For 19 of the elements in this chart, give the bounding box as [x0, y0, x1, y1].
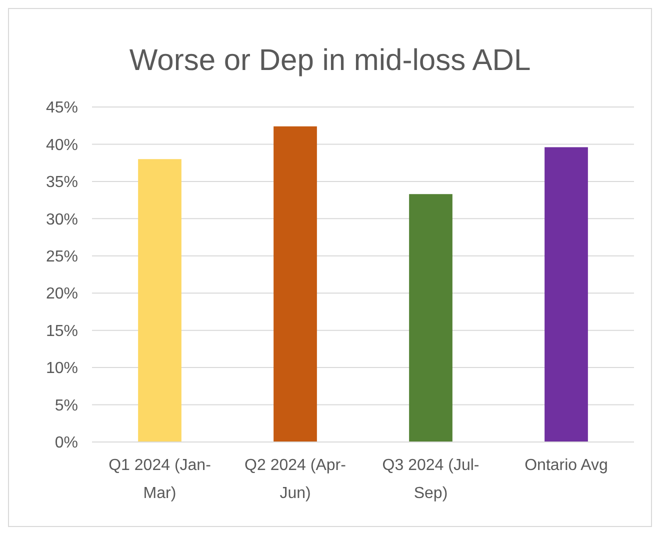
y-tick-label: 40% — [46, 136, 78, 154]
bar — [544, 147, 588, 442]
bar — [409, 194, 452, 442]
x-tick-label: Q1 2024 (Jan-Mar) — [108, 457, 211, 502]
chart-title: Worse or Dep in mid-loss ADL — [129, 44, 531, 77]
y-tick-label: 30% — [46, 211, 78, 228]
y-tick-label: 25% — [46, 248, 78, 266]
y-tick-label: 10% — [46, 360, 78, 378]
y-tick-label: 35% — [46, 174, 78, 192]
y-tick-label: 15% — [46, 322, 78, 340]
y-tick-label: 5% — [54, 397, 78, 414]
y-tick-label: 20% — [46, 286, 78, 303]
bar — [274, 126, 317, 442]
x-tick-label: Q3 2024 (Jul-Sep) — [382, 457, 480, 502]
y-tick-label: 45% — [46, 100, 78, 117]
bar — [138, 159, 182, 442]
y-tick-label: 0% — [54, 434, 78, 452]
x-tick-label: Q2 2024 (Apr-Jun) — [244, 457, 346, 502]
x-tick-label: Ontario Avg — [524, 457, 608, 474]
